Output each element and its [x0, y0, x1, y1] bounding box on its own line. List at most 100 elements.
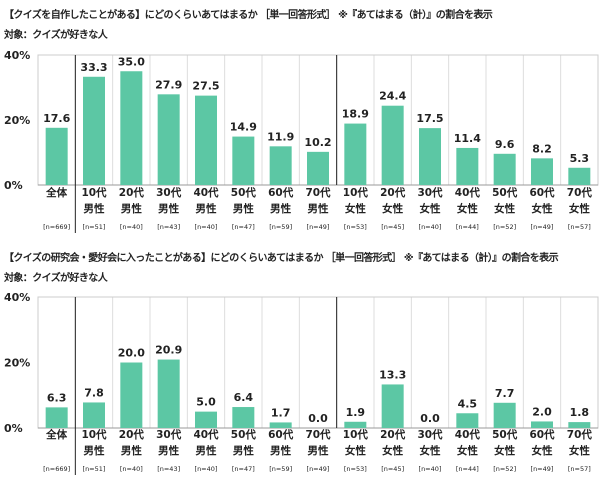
x-tick-label: 男性 [158, 444, 179, 457]
x-tick-label: 40代 [455, 186, 481, 199]
x-tick-label: 女性 [345, 444, 366, 457]
x-tick-label: 50代 [231, 428, 257, 441]
data-label: 20.9 [155, 344, 182, 357]
x-tick-label: 70代 [567, 428, 593, 441]
x-tick-label: 女性 [457, 444, 478, 457]
x-tick-label: 男性 [84, 444, 105, 457]
x-tick-label: 60代 [529, 186, 555, 199]
sample-size-label: [n=40] [195, 465, 218, 473]
bar [531, 421, 553, 428]
data-label: 10.2 [304, 136, 331, 149]
x-tick-label: 女性 [420, 444, 441, 457]
x-tick-label: 40代 [193, 428, 219, 441]
x-tick-label: 女性 [382, 202, 403, 215]
bar [195, 95, 217, 185]
x-tick-label: 60代 [529, 428, 555, 441]
x-tick-label: 10代 [81, 428, 107, 441]
x-tick-label: 女性 [345, 202, 366, 215]
x-tick-label: 70代 [567, 186, 593, 199]
bar [120, 71, 143, 185]
sample-size-label: [n=40] [120, 465, 143, 473]
sample-size-label: [n=43] [157, 465, 180, 473]
data-label: 6.4 [234, 391, 254, 404]
bar [493, 402, 516, 428]
x-tick-label: 10代 [343, 428, 369, 441]
bar [45, 407, 68, 428]
data-label: 24.4 [379, 90, 406, 103]
x-tick-label: 60代 [268, 186, 294, 199]
bar [195, 411, 217, 428]
bar [232, 136, 255, 185]
x-tick-label: 50代 [492, 186, 518, 199]
x-tick-label: 女性 [382, 444, 403, 457]
x-tick-label: 女性 [569, 444, 590, 457]
data-label: 0.0 [308, 412, 328, 425]
bar [493, 153, 516, 185]
sample-size-label: [n=40] [419, 465, 442, 473]
x-tick-label: 全体 [45, 186, 67, 199]
x-tick-label: 女性 [494, 444, 515, 457]
x-tick-label: 女性 [569, 202, 590, 215]
bar [568, 422, 591, 428]
sample-size-label: [n=51] [83, 465, 106, 473]
x-tick-label: 20代 [380, 428, 406, 441]
data-label: 5.3 [570, 152, 590, 165]
bar [83, 402, 105, 428]
data-label: 9.6 [495, 138, 515, 151]
bar [531, 158, 553, 185]
x-tick-label: 男性 [121, 444, 142, 457]
sample-size-label: [n=57] [568, 223, 591, 231]
data-label: 6.3 [47, 391, 67, 404]
sample-size-label: [n=45] [381, 223, 404, 231]
bar [83, 76, 105, 185]
x-tick-label: 男性 [233, 444, 254, 457]
data-label: 20.0 [118, 347, 145, 360]
sample-size-label: [n=40] [419, 223, 442, 231]
bar [157, 359, 180, 428]
sample-size-label: [n=59] [269, 465, 292, 473]
data-label: 2.0 [532, 405, 552, 418]
x-tick-label: 男性 [270, 444, 291, 457]
data-label: 35.0 [118, 55, 145, 68]
x-tick-label: 20代 [119, 428, 145, 441]
chart1-subtitle: 対象：クイズが好きな人 [4, 30, 108, 41]
bar [381, 105, 404, 185]
y-tick-label: 20% [4, 357, 30, 370]
x-tick-label: 女性 [420, 202, 441, 215]
sample-size-label: [n=47] [232, 223, 255, 231]
x-tick-label: 男性 [308, 444, 329, 457]
sample-size-label: [n=59] [269, 223, 292, 231]
x-tick-label: 女性 [457, 202, 478, 215]
bar [456, 413, 479, 428]
data-label: 33.3 [80, 61, 107, 74]
data-label: 4.5 [458, 397, 478, 410]
bar [381, 384, 404, 428]
x-tick-label: 女性 [494, 202, 515, 215]
sample-size-label: [n=49] [531, 223, 554, 231]
bar [45, 127, 68, 185]
x-tick-label: 20代 [380, 186, 406, 199]
x-tick-label: 男性 [84, 202, 105, 215]
x-tick-label: 60代 [268, 428, 294, 441]
chart2-subtitle: 対象：クイズが好きな人 [4, 273, 108, 284]
data-label: 1.7 [271, 406, 291, 419]
data-label: 8.2 [532, 142, 552, 155]
x-tick-label: 男性 [121, 202, 142, 215]
y-tick-label: 40% [4, 49, 30, 62]
data-label: 17.6 [43, 112, 70, 125]
x-tick-label: 男性 [158, 202, 179, 215]
x-tick-label: 10代 [343, 186, 369, 199]
sample-size-label: [n=51] [83, 223, 106, 231]
sample-size-label: [n=669] [43, 465, 70, 473]
x-tick-label: 50代 [492, 428, 518, 441]
data-label: 14.9 [230, 121, 257, 134]
x-tick-label: 40代 [455, 428, 481, 441]
y-tick-label: 0% [4, 422, 23, 435]
data-label: 0.0 [420, 412, 440, 425]
sample-size-label: [n=669] [43, 223, 70, 231]
data-label: 11.9 [267, 130, 294, 143]
sample-size-label: [n=45] [381, 465, 404, 473]
x-tick-label: 40代 [193, 186, 219, 199]
bar [157, 94, 180, 185]
